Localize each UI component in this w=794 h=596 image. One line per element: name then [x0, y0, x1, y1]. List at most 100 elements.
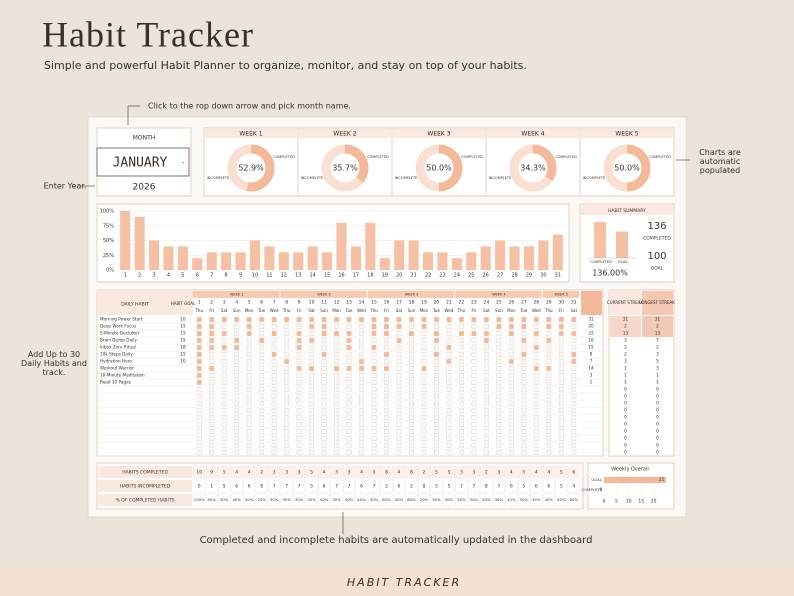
checkbox[interactable]: [196, 331, 202, 336]
checkbox[interactable]: [234, 345, 240, 350]
checkbox[interactable]: [271, 338, 277, 343]
checkbox[interactable]: [446, 429, 452, 434]
checkbox[interactable]: [384, 366, 389, 371]
checkbox[interactable]: [234, 401, 240, 406]
checkbox[interactable]: [433, 324, 439, 329]
checkbox[interactable]: [558, 366, 564, 371]
checkbox[interactable]: [259, 366, 265, 371]
checkbox[interactable]: [471, 324, 477, 329]
checkbox[interactable]: [221, 352, 227, 357]
checkbox[interactable]: [284, 324, 290, 329]
checkbox[interactable]: [521, 359, 527, 364]
checkbox[interactable]: [234, 415, 240, 420]
checkbox[interactable]: [496, 352, 502, 357]
checkbox[interactable]: [309, 359, 315, 364]
checkbox[interactable]: [259, 331, 265, 336]
checkbox[interactable]: [371, 324, 377, 329]
checkbox[interactable]: [396, 394, 402, 399]
checkbox[interactable]: [496, 450, 502, 455]
checkbox[interactable]: [471, 387, 477, 392]
checkbox[interactable]: [521, 352, 527, 357]
checkbox[interactable]: [209, 373, 215, 378]
checkbox[interactable]: [384, 373, 389, 378]
checkbox[interactable]: [471, 366, 477, 371]
checkbox[interactable]: [309, 331, 315, 336]
checkbox[interactable]: [309, 338, 315, 343]
checkbox[interactable]: [558, 331, 564, 336]
checkbox[interactable]: [234, 366, 240, 371]
checkbox[interactable]: [309, 373, 315, 378]
checkbox[interactable]: [259, 324, 265, 329]
checkbox[interactable]: [271, 394, 277, 399]
checkbox[interactable]: [521, 373, 527, 378]
checkbox[interactable]: [359, 387, 364, 392]
checkbox[interactable]: [409, 408, 414, 413]
checkbox[interactable]: [246, 401, 252, 406]
checkbox[interactable]: [234, 387, 240, 392]
checkbox[interactable]: [246, 324, 252, 329]
checkbox[interactable]: [409, 401, 414, 406]
checkbox[interactable]: [446, 317, 452, 322]
checkbox[interactable]: [246, 443, 252, 448]
checkbox[interactable]: [196, 387, 202, 392]
checkbox[interactable]: [458, 380, 464, 385]
checkbox[interactable]: [421, 338, 427, 343]
checkbox[interactable]: [446, 352, 452, 357]
checkbox[interactable]: [309, 443, 315, 448]
checkbox[interactable]: [571, 429, 577, 434]
checkbox[interactable]: [433, 401, 439, 406]
checkbox[interactable]: [521, 366, 527, 371]
checkbox[interactable]: [234, 352, 240, 357]
checkbox[interactable]: [234, 429, 240, 434]
checkbox[interactable]: [321, 331, 327, 336]
checkbox[interactable]: [196, 429, 202, 434]
checkbox[interactable]: [234, 380, 240, 385]
checkbox[interactable]: [421, 450, 427, 455]
checkbox[interactable]: [458, 394, 464, 399]
checkbox[interactable]: [371, 359, 377, 364]
checkbox[interactable]: [371, 380, 377, 385]
checkbox[interactable]: [271, 443, 277, 448]
checkbox[interactable]: [284, 380, 290, 385]
checkbox[interactable]: [284, 436, 290, 441]
checkbox[interactable]: [496, 429, 502, 434]
checkbox[interactable]: [371, 352, 377, 357]
checkbox[interactable]: [346, 366, 352, 371]
checkbox[interactable]: [321, 317, 327, 322]
checkbox[interactable]: [571, 380, 577, 385]
checkbox[interactable]: [483, 359, 489, 364]
checkbox[interactable]: [296, 352, 302, 357]
checkbox[interactable]: [296, 331, 302, 336]
checkbox[interactable]: [234, 331, 240, 336]
checkbox[interactable]: [359, 422, 364, 427]
checkbox[interactable]: [558, 359, 564, 364]
checkbox[interactable]: [446, 387, 452, 392]
checkbox[interactable]: [508, 408, 514, 413]
checkbox[interactable]: [483, 331, 489, 336]
checkbox[interactable]: [508, 317, 514, 322]
checkbox[interactable]: [246, 387, 252, 392]
checkbox[interactable]: [533, 331, 539, 336]
checkbox[interactable]: [471, 394, 477, 399]
checkbox[interactable]: [496, 331, 502, 336]
checkbox[interactable]: [421, 373, 427, 378]
checkbox[interactable]: [296, 450, 302, 455]
checkbox[interactable]: [558, 443, 564, 448]
checkbox[interactable]: [371, 366, 377, 371]
checkbox[interactable]: [209, 387, 215, 392]
checkbox[interactable]: [246, 450, 252, 455]
checkbox[interactable]: [334, 415, 340, 420]
checkbox[interactable]: [409, 338, 414, 343]
checkbox[interactable]: [396, 415, 402, 420]
checkbox[interactable]: [334, 429, 340, 434]
checkbox[interactable]: [246, 338, 252, 343]
checkbox[interactable]: [359, 373, 364, 378]
checkbox[interactable]: [296, 317, 302, 322]
checkbox[interactable]: [309, 415, 315, 420]
checkbox[interactable]: [259, 359, 265, 364]
checkbox[interactable]: [284, 317, 290, 322]
checkbox[interactable]: [483, 394, 489, 399]
checkbox[interactable]: [221, 394, 227, 399]
checkbox[interactable]: [558, 394, 564, 399]
checkbox[interactable]: [533, 359, 539, 364]
